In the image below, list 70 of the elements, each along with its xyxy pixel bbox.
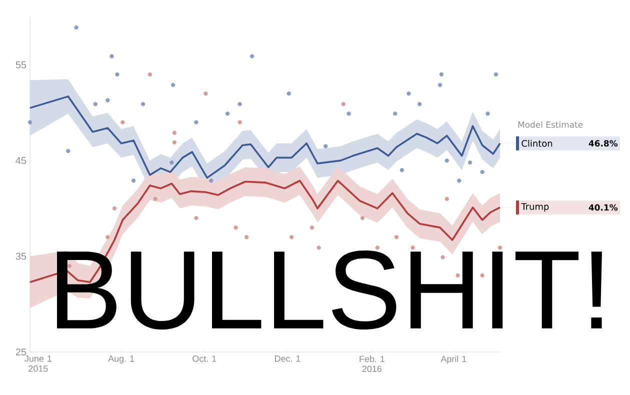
point (410, 246, 415, 250)
point (438, 82, 442, 88)
point (400, 168, 404, 172)
point (375, 246, 380, 250)
point (444, 196, 449, 201)
text: 46.8% (588, 140, 618, 147)
point (439, 72, 444, 77)
legend-label: Clinton (522, 140, 552, 147)
point (316, 246, 321, 250)
point (250, 54, 254, 58)
legend-label: Trump (521, 203, 549, 212)
point (106, 235, 110, 240)
point (360, 216, 365, 220)
point (324, 144, 328, 148)
point (93, 102, 98, 106)
point (341, 102, 346, 106)
point (238, 102, 242, 106)
point (153, 196, 158, 201)
point (444, 158, 449, 163)
point (393, 112, 398, 116)
x-tick-label: June 1 2015 (24, 356, 52, 372)
point (238, 120, 242, 124)
point (140, 102, 146, 106)
annotation: BULLSHIT! (57, 250, 602, 330)
point (148, 72, 152, 77)
point (172, 140, 177, 144)
point (66, 148, 70, 154)
point (194, 216, 198, 220)
x-tick-label: Dec. 1 (275, 356, 300, 362)
x-tick-label: April 1 (440, 356, 466, 364)
point (498, 246, 502, 250)
point (346, 112, 351, 116)
point (170, 82, 176, 88)
point (234, 225, 238, 230)
point (110, 54, 114, 58)
point (194, 120, 198, 124)
y-tick-label: 25 (16, 348, 26, 356)
point (74, 25, 78, 30)
line-series (29, 96, 501, 179)
point (289, 235, 294, 240)
x-tick-label: Aug. 1 (108, 356, 134, 364)
point (486, 112, 490, 116)
point (310, 225, 314, 230)
point (170, 160, 174, 165)
point (204, 91, 208, 96)
point (457, 178, 462, 183)
point (494, 72, 498, 77)
point (225, 112, 230, 116)
point (172, 130, 177, 135)
point (468, 160, 472, 165)
point (120, 120, 125, 124)
x-tick-label: Feb. 1 2016 (360, 356, 384, 372)
legend-title: Model Estimate (518, 121, 583, 128)
point (286, 91, 291, 96)
point (106, 98, 110, 102)
text: 40.1% (588, 204, 618, 211)
point (406, 91, 411, 96)
point (115, 72, 120, 77)
point (394, 235, 399, 240)
point (112, 206, 117, 211)
y-tick-label: 55 (16, 61, 26, 68)
point (131, 178, 136, 183)
point (418, 102, 422, 106)
point (209, 178, 214, 183)
point (244, 235, 249, 240)
x-tick-label: Oct. 1 (192, 356, 216, 362)
point (28, 120, 32, 124)
point (480, 170, 484, 174)
y-tick-label: 45 (16, 157, 26, 164)
y-tick-label: 35 (16, 252, 26, 260)
